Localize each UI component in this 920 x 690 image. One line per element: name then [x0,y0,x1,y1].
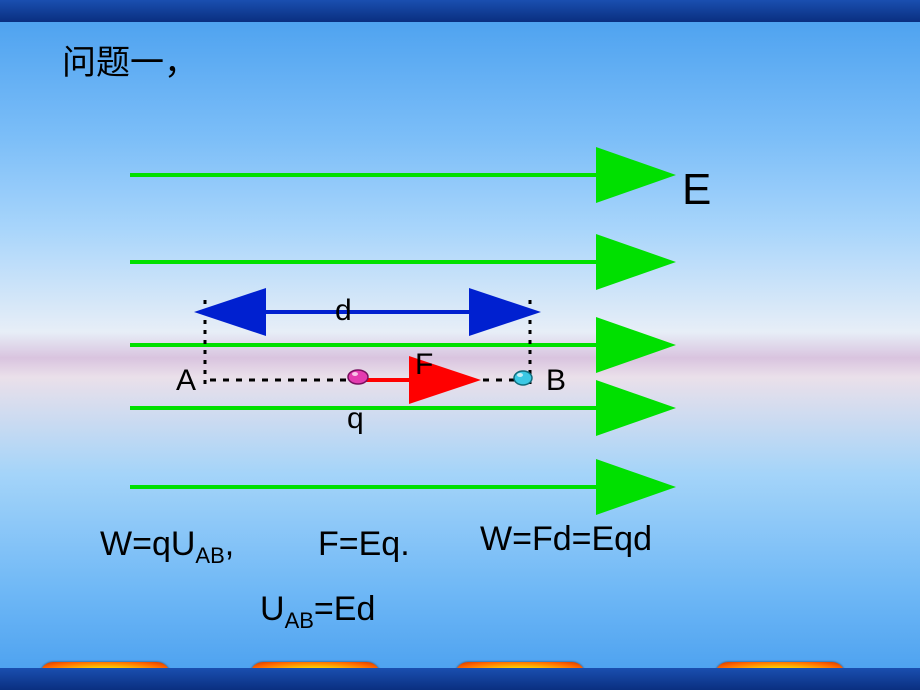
bottom-bar [0,668,920,690]
equation-4: UAB=Ed [260,590,375,634]
eq4-sub: AB [285,608,314,633]
charge-q-icon [348,370,368,384]
equation-1: W=qUAB, [100,525,234,569]
eq1-post: , [225,525,234,563]
field-lines [130,175,660,487]
equation-2: F=Eq. [318,525,410,564]
eq4-pre: U [260,590,285,628]
point-label-A: A [176,364,196,398]
point-b-icon [514,371,532,385]
eq1-pre: W=qU [100,525,195,563]
point-label-B: B [546,364,566,398]
eq1-sub: AB [195,543,224,568]
top-bar [0,0,920,22]
slide-stage: 问题一， [0,0,920,690]
equation-3: W=Fd=Eqd [480,520,652,559]
charge-label-q: q [347,402,364,436]
distance-label-d: d [335,294,352,328]
field-label-E: E [682,165,711,215]
eq4-post: =Ed [314,590,375,628]
force-label-F: F [415,348,433,382]
physics-diagram [0,22,920,668]
